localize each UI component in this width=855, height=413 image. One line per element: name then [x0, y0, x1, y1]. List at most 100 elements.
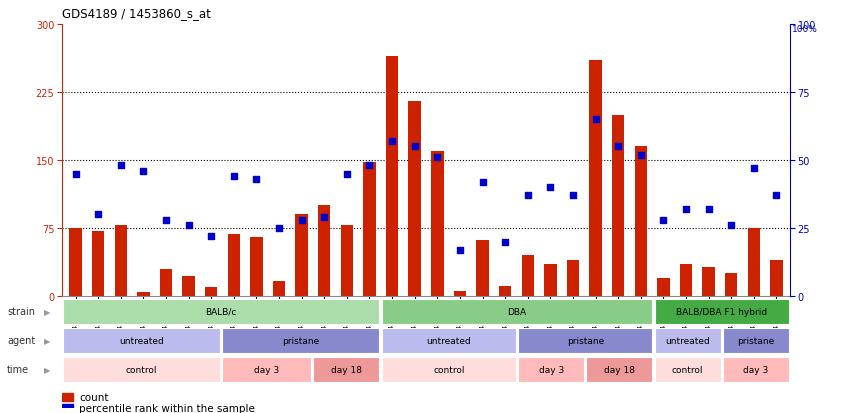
- Point: [679, 206, 693, 213]
- Point: [204, 233, 218, 240]
- Bar: [251, 237, 262, 296]
- Bar: [222, 328, 380, 353]
- Point: [634, 152, 647, 159]
- Bar: [589, 61, 602, 296]
- Text: day 18: day 18: [331, 365, 362, 374]
- Bar: [518, 328, 652, 353]
- Text: pristane: pristane: [567, 336, 604, 345]
- Text: untreated: untreated: [119, 336, 164, 345]
- Bar: [340, 226, 353, 296]
- Text: 100%: 100%: [792, 25, 817, 34]
- Bar: [182, 276, 195, 296]
- Point: [227, 173, 240, 180]
- Point: [589, 116, 603, 123]
- Bar: [381, 328, 516, 353]
- Bar: [544, 265, 557, 296]
- Text: day 3: day 3: [254, 365, 280, 374]
- Bar: [409, 102, 421, 296]
- Text: percentile rank within the sample: percentile rank within the sample: [80, 403, 256, 413]
- Bar: [62, 404, 73, 413]
- Bar: [314, 357, 380, 382]
- Text: day 3: day 3: [743, 365, 769, 374]
- Text: day 3: day 3: [539, 365, 563, 374]
- Point: [386, 138, 399, 145]
- Text: count: count: [80, 392, 109, 402]
- Text: ▶: ▶: [44, 307, 50, 316]
- Text: control: control: [433, 365, 464, 374]
- Point: [747, 166, 761, 172]
- Text: time: time: [7, 365, 29, 375]
- Text: DBA: DBA: [507, 307, 527, 316]
- Text: GDS4189 / 1453860_s_at: GDS4189 / 1453860_s_at: [62, 7, 211, 20]
- Text: agent: agent: [7, 336, 35, 346]
- Text: day 18: day 18: [604, 365, 635, 374]
- Bar: [454, 292, 466, 296]
- Bar: [227, 235, 240, 296]
- Bar: [431, 152, 444, 296]
- Point: [340, 171, 354, 178]
- Point: [295, 217, 309, 223]
- Bar: [703, 267, 715, 296]
- Bar: [296, 215, 308, 296]
- Text: ▶: ▶: [44, 365, 50, 374]
- Bar: [499, 286, 511, 296]
- Point: [114, 163, 127, 169]
- Bar: [363, 162, 375, 296]
- Point: [430, 154, 444, 161]
- Bar: [587, 357, 652, 382]
- Bar: [381, 357, 516, 382]
- Point: [363, 163, 376, 169]
- Point: [544, 185, 557, 191]
- Bar: [567, 260, 579, 296]
- Bar: [63, 299, 380, 324]
- Text: untreated: untreated: [427, 336, 471, 345]
- Point: [566, 192, 580, 199]
- Bar: [63, 357, 220, 382]
- Text: pristane: pristane: [737, 336, 775, 345]
- Text: BALB/DBA F1 hybrid: BALB/DBA F1 hybrid: [676, 307, 767, 316]
- Bar: [657, 278, 669, 296]
- Text: BALB/c: BALB/c: [205, 307, 237, 316]
- Bar: [205, 287, 217, 296]
- Bar: [655, 328, 721, 353]
- Bar: [318, 206, 331, 296]
- Bar: [115, 226, 127, 296]
- Point: [702, 206, 716, 213]
- Point: [317, 214, 331, 221]
- Bar: [634, 147, 647, 296]
- Bar: [612, 115, 624, 296]
- Point: [272, 225, 286, 232]
- Bar: [747, 228, 760, 296]
- Point: [408, 144, 422, 150]
- Point: [68, 171, 82, 178]
- Point: [770, 192, 783, 199]
- Bar: [222, 357, 311, 382]
- Bar: [69, 228, 82, 296]
- Point: [475, 179, 489, 185]
- Bar: [381, 299, 652, 324]
- Point: [137, 168, 150, 175]
- Bar: [655, 299, 789, 324]
- Text: strain: strain: [7, 307, 35, 317]
- Bar: [722, 328, 789, 353]
- Bar: [518, 357, 584, 382]
- Point: [182, 223, 196, 229]
- Bar: [770, 260, 782, 296]
- Bar: [386, 57, 398, 296]
- Point: [498, 239, 512, 245]
- Point: [521, 192, 534, 199]
- Bar: [63, 328, 220, 353]
- Bar: [273, 281, 286, 296]
- Point: [91, 211, 105, 218]
- Text: control: control: [672, 365, 704, 374]
- Bar: [62, 393, 73, 401]
- Text: untreated: untreated: [665, 336, 710, 345]
- Point: [250, 176, 263, 183]
- Bar: [92, 231, 104, 296]
- Bar: [137, 293, 150, 296]
- Bar: [476, 240, 489, 296]
- Bar: [522, 256, 534, 296]
- Point: [159, 217, 173, 223]
- Text: pristane: pristane: [282, 336, 320, 345]
- Bar: [722, 357, 789, 382]
